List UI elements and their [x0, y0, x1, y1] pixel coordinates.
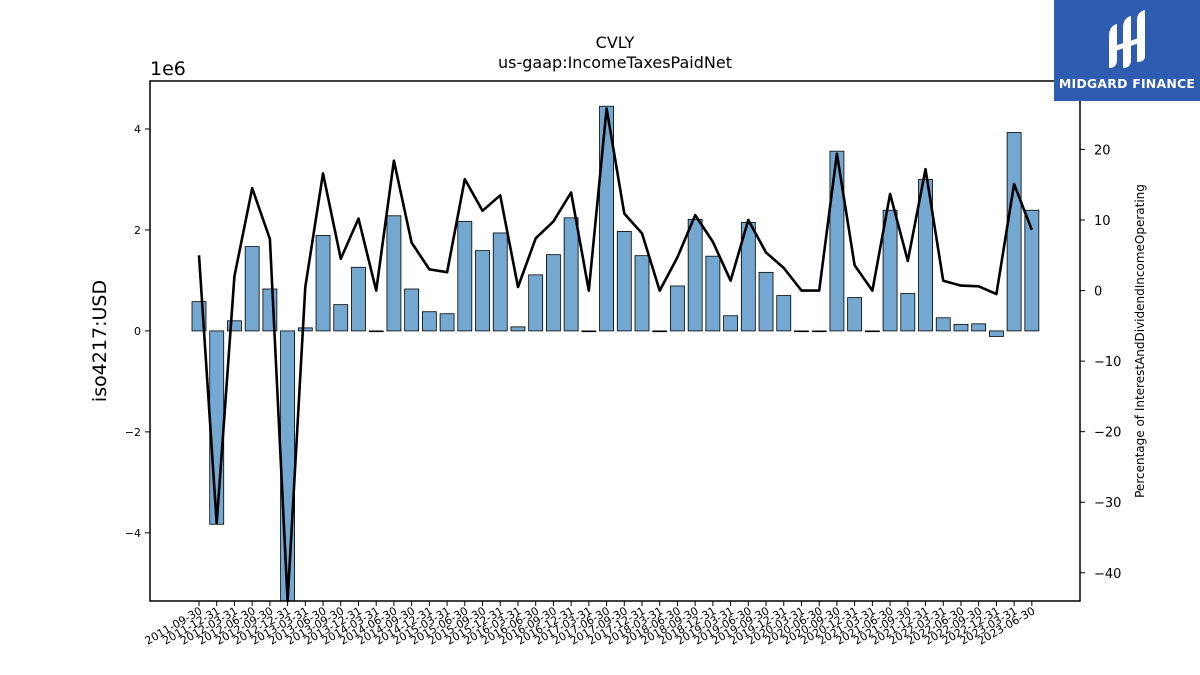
chart-subtitle: us-gaap:IncomeTaxesPaidNet	[498, 53, 732, 72]
y-tick-label: −2	[125, 426, 141, 439]
bar-2013-12-31	[351, 267, 365, 331]
y2-tick-label: −40	[1094, 567, 1121, 582]
bar-2014-12-31	[422, 312, 436, 331]
bar-2021-03-31	[865, 331, 879, 332]
bar-2016-12-31	[564, 218, 578, 331]
bar-2014-03-31	[369, 331, 383, 332]
brand-name: MIDGARD FINANCE	[1059, 76, 1195, 91]
y-axis-ticks: −4 −2 0 2 4	[125, 123, 150, 540]
bar-2023-03-31	[1007, 132, 1021, 330]
percentage-line	[199, 109, 1032, 602]
y2-tick-label: −20	[1094, 426, 1121, 441]
bar-2019-09-30	[759, 272, 773, 331]
bar-2020-06-30	[812, 331, 826, 332]
y2-tick-label: −30	[1094, 496, 1121, 511]
bar-2015-03-31	[440, 314, 454, 331]
bar-2013-06-30	[316, 235, 330, 330]
bar-2021-09-30	[901, 294, 915, 331]
bar-2022-12-31	[989, 331, 1003, 337]
midgard-logo-icon	[1103, 10, 1151, 72]
bar-2020-03-31	[794, 331, 808, 332]
y-tick-label: −4	[125, 527, 141, 540]
y2-tick-label: −10	[1094, 355, 1121, 370]
bar-2018-03-31	[653, 331, 667, 332]
y-tick-label: 0	[134, 325, 141, 338]
bar-2014-09-30	[405, 289, 419, 331]
bar-2013-09-30	[334, 305, 348, 331]
bar-2016-03-31	[511, 327, 525, 331]
bar-2022-09-30	[972, 324, 986, 331]
bar-2012-12-31	[281, 331, 295, 601]
chart-title: CVLY	[596, 33, 635, 52]
y-tick-label: 4	[134, 123, 141, 136]
bar-2017-09-30	[617, 231, 631, 330]
y2-axis-label: Percentage of InterestAndDividendIncomeO…	[1133, 184, 1147, 498]
bar-2018-09-30	[688, 219, 702, 331]
x-axis-ticks: 2011-09-302011-12-312012-03-312012-06-30…	[143, 601, 1038, 648]
y-tick-label: 2	[134, 224, 141, 237]
y2-tick-label: 10	[1094, 214, 1111, 229]
bar-2020-12-31	[848, 298, 862, 331]
bar-2016-06-30	[529, 275, 543, 331]
bar-2019-03-31	[724, 316, 738, 331]
bar-2014-06-30	[387, 216, 401, 331]
bar-2013-03-31	[298, 328, 312, 331]
bar-2021-06-30	[883, 210, 897, 331]
bar-2018-12-31	[706, 256, 720, 331]
y2-tick-label: 0	[1094, 285, 1102, 300]
bar-2017-12-31	[635, 256, 649, 331]
chart: −4−2024 −40−30−20−1001020 2011-09-302011…	[0, 0, 1200, 675]
bar-2015-06-30	[458, 221, 472, 331]
line-series	[199, 109, 1032, 602]
y-axis-label: iso4217:USD	[89, 280, 111, 402]
brand-logo: MIDGARD FINANCE	[1054, 0, 1200, 101]
y2-tick-label: 20	[1094, 143, 1111, 158]
bar-2017-03-31	[582, 331, 596, 332]
y2-axis-ticks: −40 −30 −20 −10 0 10 20	[1080, 143, 1121, 581]
bar-2022-06-30	[954, 324, 968, 331]
bar-2015-09-30	[476, 251, 490, 331]
bar-2022-03-31	[936, 318, 950, 331]
bar-2015-12-31	[493, 233, 507, 331]
y-axis-multiplier: 1e6	[150, 58, 186, 80]
bar-series	[192, 106, 1039, 601]
bar-2018-06-30	[670, 286, 684, 331]
bar-2012-06-30	[245, 247, 259, 331]
bar-2011-12-31	[210, 331, 224, 524]
bar-2019-12-31	[777, 296, 791, 331]
bar-2016-09-30	[546, 255, 560, 331]
